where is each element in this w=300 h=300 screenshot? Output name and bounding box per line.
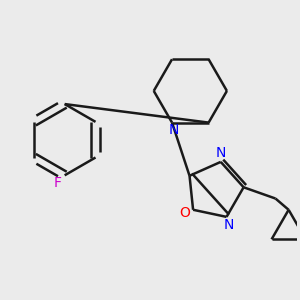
Text: N: N	[216, 146, 226, 161]
Text: O: O	[179, 206, 190, 220]
Text: N: N	[169, 123, 179, 137]
Text: F: F	[54, 176, 62, 190]
Text: N: N	[223, 218, 234, 232]
